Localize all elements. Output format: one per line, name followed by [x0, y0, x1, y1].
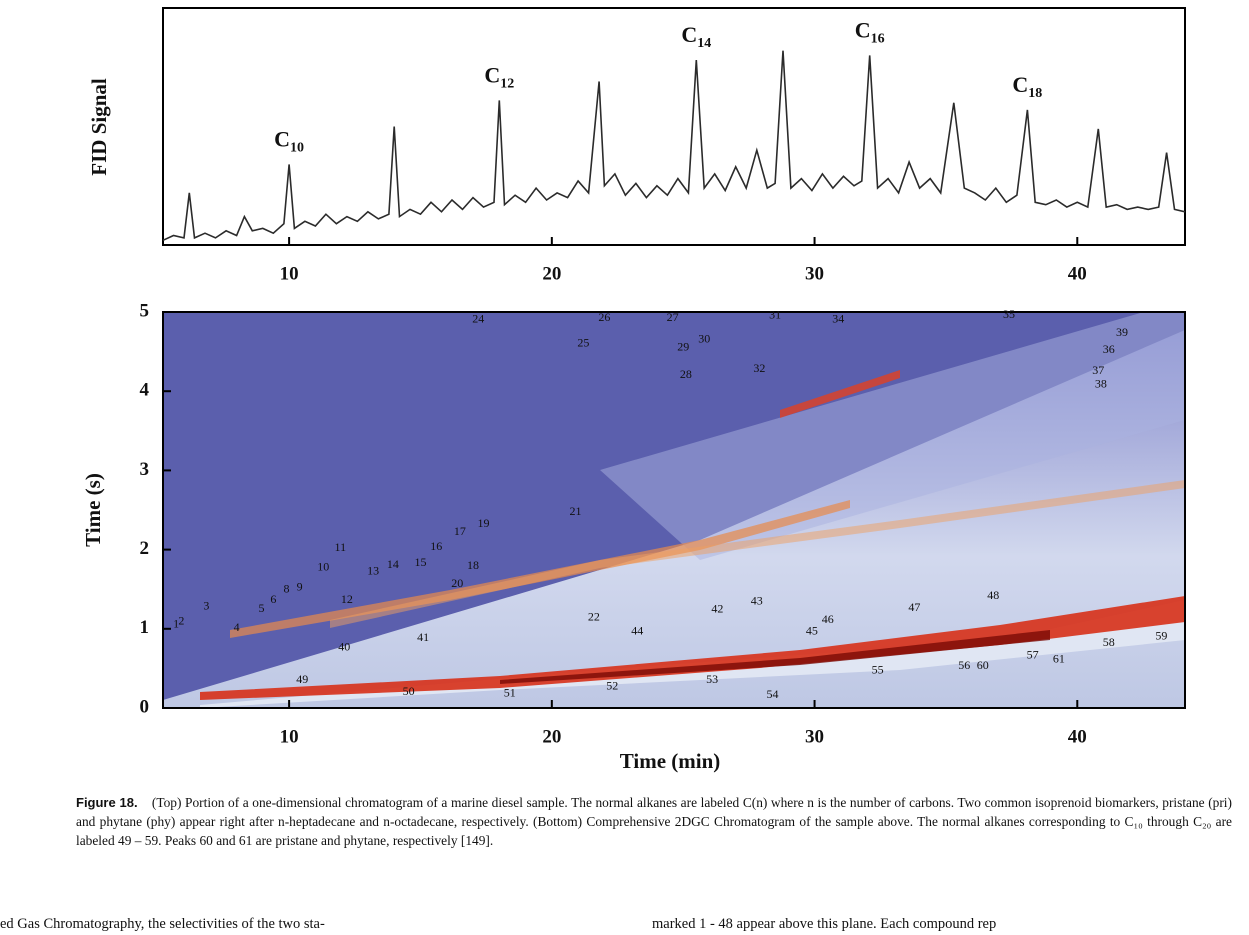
peak-label: 26 [598, 310, 610, 324]
x-tick-label: 10 [280, 726, 299, 747]
peak-label: 2 [178, 613, 184, 627]
peak-label: 52 [606, 678, 618, 692]
peak-label: 28 [680, 367, 692, 381]
heatmap-image [163, 312, 1185, 708]
peak-label: 43 [751, 594, 763, 608]
y-tick-label: 1 [140, 617, 150, 638]
peak-label: 55 [872, 663, 884, 677]
peak-label: 18 [467, 558, 479, 572]
peak-label: 56 [958, 658, 970, 672]
y-axis-label: FID Signal [87, 78, 111, 176]
peak-label: 4 [234, 620, 240, 634]
peak-label: 36 [1103, 342, 1115, 356]
peak-label: 58 [1103, 635, 1115, 649]
peak-label: 60 [977, 658, 989, 672]
peak-label: 17 [454, 524, 466, 538]
plot-frame [162, 311, 1186, 709]
peak-label: 37 [1092, 363, 1104, 377]
signal-line [162, 50, 1186, 242]
y-tick-label: 5 [140, 300, 150, 321]
peak-label: 16 [430, 539, 442, 553]
x-tick-label: 40 [1068, 263, 1087, 284]
peak-label: 38 [1095, 377, 1107, 391]
peak-label: 27 [667, 310, 679, 324]
peak-label: 46 [822, 612, 834, 626]
peak-label: 50 [403, 684, 415, 698]
peak-label: 12 [341, 592, 353, 606]
x-tick-label: 20 [542, 263, 561, 284]
peak-label: 57 [1027, 647, 1039, 661]
x-tick-label: 40 [1068, 726, 1087, 747]
peak-label: 47 [908, 600, 920, 614]
peak-annotation: C12 [484, 62, 514, 91]
x-tick-label: 20 [542, 726, 561, 747]
peak-label: 21 [569, 504, 581, 518]
plot-frame [162, 7, 1186, 246]
peak-label: 9 [297, 579, 303, 593]
peak-label: 20 [451, 576, 463, 590]
body-text: marked 1 - 48 appear above this plane. E… [652, 916, 997, 932]
peak-annotation: C14 [681, 22, 711, 51]
peak-label: 1 [173, 617, 179, 631]
peak-label: 39 [1116, 325, 1128, 339]
x-axis-label: Time (min) [620, 749, 721, 773]
peak-label: 59 [1155, 628, 1167, 642]
peak-label: 5 [259, 601, 265, 615]
body-text: ed Gas Chromatography, the selectivities… [0, 916, 325, 932]
peak-label: 3 [203, 598, 209, 612]
y-tick-label: 3 [140, 459, 150, 480]
peak-label: 15 [414, 555, 426, 569]
peak-label: 30 [698, 331, 710, 345]
y-tick-label: 4 [140, 380, 150, 401]
peak-label: 6 [270, 592, 276, 606]
caption-text: (Top) Portion of a one-dimensional chrom… [76, 795, 1232, 848]
peak-annotation: C10 [274, 126, 304, 155]
peak-label: 31 [769, 308, 781, 322]
x-tick-label: 10 [280, 263, 299, 284]
peak-label: 19 [478, 516, 490, 530]
peak-label: 42 [711, 602, 723, 616]
peak-label: 40 [338, 640, 350, 654]
peak-annotation: C18 [1012, 72, 1042, 101]
caption-label: Figure 18. [76, 795, 138, 810]
y-tick-label: 2 [140, 538, 150, 559]
peak-label: 24 [472, 312, 484, 326]
peak-annotation: C16 [855, 17, 885, 46]
peak-label: 44 [631, 624, 643, 638]
peak-label: 14 [387, 557, 399, 571]
peak-label: 49 [296, 672, 308, 686]
peak-label: 48 [987, 588, 999, 602]
peak-label: 29 [677, 339, 689, 353]
peak-label: 51 [504, 685, 516, 699]
x-tick-label: 30 [805, 263, 824, 284]
peak-label: 34 [832, 312, 844, 326]
y-tick-label: 0 [140, 696, 150, 717]
peak-label: 8 [283, 582, 289, 596]
peak-label: 11 [335, 540, 347, 554]
peak-label: 61 [1053, 651, 1065, 665]
figure-caption: Figure 18. (Top) Portion of a one-dimens… [76, 793, 1232, 850]
peak-label: 32 [753, 361, 765, 375]
peak-label: 22 [588, 609, 600, 623]
peak-label: 54 [767, 687, 779, 701]
peak-label: 53 [706, 672, 718, 686]
peak-label: 25 [577, 335, 589, 349]
figure: FID Signal Time (s) Time (min) 10 20 30 40C… [81, 7, 1186, 773]
peak-label: 41 [417, 630, 429, 644]
peak-label: 13 [367, 564, 379, 578]
peak-label: 35 [1003, 307, 1015, 321]
peak-label: 45 [806, 624, 818, 638]
y-axis-label: Time (s) [81, 473, 105, 547]
peak-label: 10 [317, 560, 329, 574]
x-tick-label: 30 [805, 726, 824, 747]
